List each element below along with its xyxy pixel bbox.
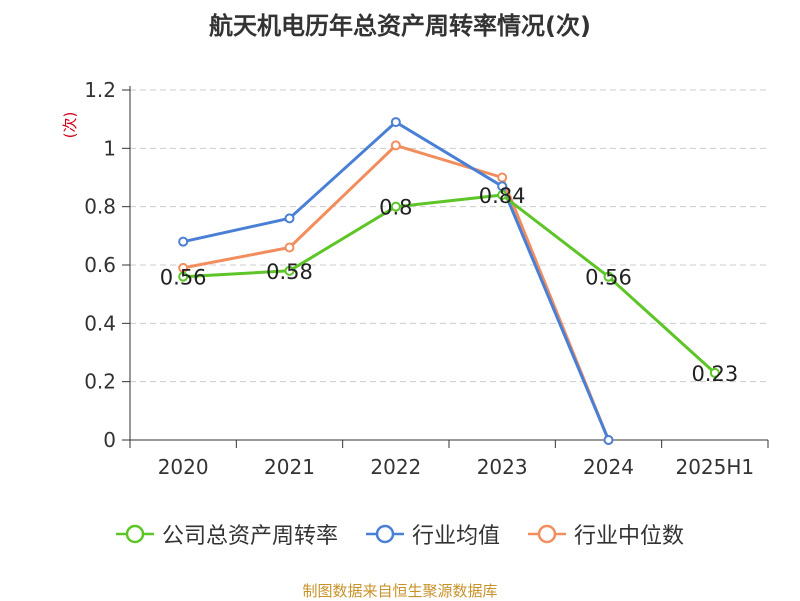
x-tick-label: 2020 [158, 455, 209, 479]
legend-label-industry-mean: 行业均值 [411, 524, 500, 549]
y-tick-label: 0 [103, 428, 116, 452]
data-point[interactable] [178, 271, 189, 282]
data-label: 0.56 [160, 266, 207, 290]
data-point[interactable] [603, 271, 614, 282]
source-note: 制图数据来自恒生聚源数据库 [302, 582, 498, 600]
data-label: 0.23 [691, 362, 738, 386]
x-tick-label: 2021 [264, 455, 315, 479]
x-tick-label: 2025H1 [675, 455, 754, 479]
data-point[interactable] [390, 140, 401, 151]
axes [122, 86, 769, 448]
data-label: 0.8 [379, 196, 412, 220]
x-tick-label: 2023 [477, 455, 528, 479]
legend-swatch-company [115, 524, 154, 544]
data-point[interactable] [284, 242, 295, 253]
legend-item-company[interactable]: 公司总资产周转率 [115, 518, 338, 550]
data-point[interactable] [390, 117, 401, 128]
y-tick-label: 0.8 [84, 195, 116, 219]
legend-item-industry-mean[interactable]: 行业均值 [365, 518, 500, 550]
data-point[interactable] [284, 265, 295, 276]
legend-swatch-industry-mean [365, 524, 404, 544]
y-axis-unit: (次) [61, 112, 79, 139]
y-tick-labels: 0 0.2 0.4 0.6 0.8 1 1.2 [84, 78, 116, 452]
legend-label-industry-median: 行业中位数 [574, 524, 685, 549]
data-point[interactable] [497, 172, 508, 183]
data-label: 0.56 [585, 266, 632, 290]
series-line [183, 193, 716, 375]
data-point[interactable] [390, 201, 401, 212]
data-point[interactable] [284, 213, 295, 224]
data-labels: 0.56 0.58 0.8 0.84 0.56 0.23 [160, 184, 738, 386]
data-point[interactable] [709, 367, 720, 378]
series-layer [178, 117, 720, 445]
chart-title: 航天机电历年总资产周转率情况(次) [209, 12, 591, 40]
data-point[interactable] [603, 435, 614, 445]
series-line [182, 143, 610, 441]
legend-swatch-industry-median [528, 524, 566, 544]
y-tick-label: 0.2 [84, 370, 116, 394]
y-tick-label: 0.6 [84, 253, 116, 277]
legend-label-company: 公司总资产周转率 [161, 524, 338, 549]
x-tick-labels: 2020 2021 2022 2023 2024 2025H1 [158, 455, 754, 479]
data-label: 0.84 [479, 184, 526, 208]
y-tick-label: 1.2 [84, 78, 116, 102]
legend: 公司总资产周转率 行业均值 行业中位数 [0, 518, 800, 550]
data-point[interactable] [497, 190, 508, 200]
x-tick-label: 2022 [370, 455, 421, 479]
legend-item-industry-median[interactable]: 行业中位数 [528, 518, 684, 550]
y-tick-label: 0.4 [84, 311, 116, 335]
x-tick-label: 2024 [583, 455, 634, 479]
grid-lines [130, 89, 768, 383]
data-point[interactable] [178, 236, 189, 247]
y-tick-label: 1 [103, 136, 116, 160]
data-label: 0.58 [266, 260, 313, 284]
